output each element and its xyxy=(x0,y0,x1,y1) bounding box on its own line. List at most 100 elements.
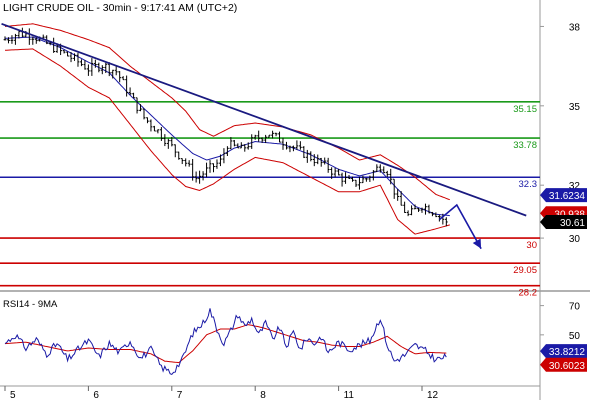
price-bar xyxy=(93,59,97,68)
price-bar xyxy=(215,159,219,169)
price-bar xyxy=(371,170,375,181)
price-bar xyxy=(382,166,386,174)
rsi-ma-line xyxy=(4,324,447,364)
price-bar xyxy=(90,58,94,76)
price-bar xyxy=(285,141,288,150)
price-bar xyxy=(34,36,38,44)
level-label-29.05: 29.05 xyxy=(513,265,537,276)
x-tick-label-7: 7 xyxy=(177,390,183,400)
price-bar xyxy=(184,158,188,167)
price-tag-31.6234-box xyxy=(540,188,587,203)
rsi-tag-30.6023-box xyxy=(540,357,587,372)
price-bar xyxy=(7,37,10,44)
price-bar xyxy=(173,144,177,158)
rsi-panel: 70 50 33.8212 30.6023 RSI14 - 9MA xyxy=(3,299,587,376)
price-tick-label-38: 38 xyxy=(569,22,581,33)
level-label-35.15: 35.15 xyxy=(513,104,537,115)
price-bar xyxy=(69,52,73,63)
price-bar xyxy=(406,210,410,217)
trend-line xyxy=(1,22,527,217)
price-bar xyxy=(250,134,254,149)
price-bar xyxy=(226,146,229,157)
rsi-lines xyxy=(4,308,447,376)
price-bar xyxy=(396,189,400,201)
price-bar xyxy=(368,175,372,182)
price-bar xyxy=(66,51,69,57)
price-bar xyxy=(354,179,358,187)
price-overlay xyxy=(1,22,527,250)
price-bar xyxy=(128,87,132,96)
price-bar xyxy=(156,129,160,134)
price-bar xyxy=(191,158,195,181)
price-bar xyxy=(219,154,222,167)
price-bar xyxy=(361,175,365,184)
level-label-30: 30 xyxy=(526,240,537,251)
price-bar xyxy=(159,127,163,141)
price-bar xyxy=(236,143,240,149)
price-bar xyxy=(410,205,413,216)
rsi-value-tags: 33.8212 30.6023 xyxy=(540,344,587,372)
price-chart-title: LIGHT CRUDE OIL - 30min - 9:17:41 AM (UT… xyxy=(3,2,237,14)
price-bars xyxy=(3,27,448,227)
price-bar xyxy=(153,125,156,132)
price-bar xyxy=(312,154,316,167)
price-bar xyxy=(132,92,135,99)
price-bar xyxy=(257,130,261,142)
price-tag-30.938: 30.938 xyxy=(554,209,585,220)
price-bar xyxy=(302,146,306,159)
price-bar xyxy=(107,62,111,77)
price-bar xyxy=(420,207,424,213)
price-axis: 38 35 32 30 xyxy=(540,22,580,245)
bollinger-lower-line xyxy=(4,48,450,235)
price-bar xyxy=(100,65,104,75)
price-bar xyxy=(278,131,281,143)
price-tag-31.6234: 31.6234 xyxy=(549,191,586,202)
rsi-tick-label-70: 70 xyxy=(569,302,581,313)
rsi-line xyxy=(4,308,447,376)
price-bar xyxy=(205,162,208,178)
price-bar xyxy=(194,171,198,183)
price-bar xyxy=(142,108,146,120)
price-bar xyxy=(118,71,122,83)
price-bar xyxy=(417,207,420,212)
price-bar xyxy=(17,31,21,39)
price-bar xyxy=(399,191,403,206)
price-bar xyxy=(260,137,264,143)
price-bar xyxy=(180,158,184,165)
price-bar xyxy=(87,64,90,76)
price-bar xyxy=(239,142,243,149)
price-bar xyxy=(271,130,274,139)
price-bar xyxy=(170,136,174,147)
price-bar xyxy=(208,160,212,173)
price-bar xyxy=(149,119,153,132)
bollinger-upper-line xyxy=(4,23,450,201)
price-bar xyxy=(62,49,66,54)
price-bar xyxy=(177,151,181,160)
price-bar xyxy=(385,170,389,177)
price-bar xyxy=(309,151,313,162)
rsi-tick-label-50: 50 xyxy=(569,331,581,342)
price-bar xyxy=(274,132,278,137)
price-bar xyxy=(347,174,351,180)
forecast-arrow-head xyxy=(472,238,482,249)
price-bar xyxy=(389,168,393,185)
price-bar xyxy=(378,164,382,173)
price-bar xyxy=(31,36,35,45)
price-bar xyxy=(222,148,226,164)
price-bar xyxy=(326,157,330,173)
price-bar xyxy=(358,176,361,190)
price-bar xyxy=(246,142,250,150)
price-bar xyxy=(344,172,347,184)
price-bar xyxy=(375,164,379,172)
price-bar xyxy=(253,134,257,140)
price-bar xyxy=(281,137,285,150)
price-bar xyxy=(104,62,108,74)
price-bar xyxy=(198,170,201,184)
rsi-tag-33.8212: 33.8212 xyxy=(549,347,586,358)
x-axis: 5 6 7 8 11 12 xyxy=(0,385,540,401)
price-bar xyxy=(114,65,118,76)
price-bar xyxy=(333,167,337,178)
price-bar xyxy=(323,157,327,165)
